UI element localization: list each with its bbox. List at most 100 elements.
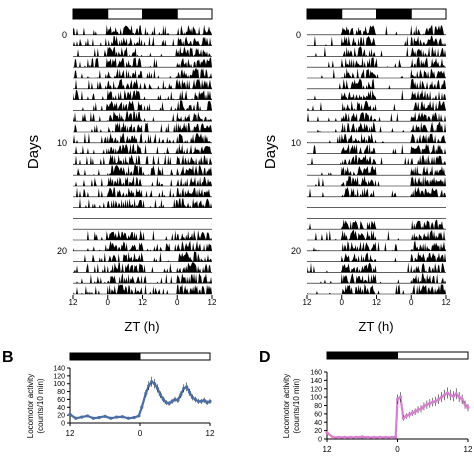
data-point (466, 405, 470, 410)
data-point (395, 397, 400, 401)
lightdark-segment (142, 8, 178, 20)
activity-trace (73, 273, 212, 284)
activity-trace (73, 175, 212, 186)
activity-trace (307, 240, 446, 251)
day-tick-label: 10 (291, 138, 301, 148)
lightdark-segment (306, 8, 343, 20)
data-point (398, 395, 403, 399)
y-tick-label: 40 (314, 420, 322, 427)
activity-trace (73, 111, 212, 122)
data-point (372, 435, 376, 439)
x-tick-label: 12 (69, 298, 78, 307)
activity-trace (307, 283, 446, 294)
activity-trace (307, 121, 446, 132)
lightdark-segment (107, 8, 143, 20)
x-tick-label: 12 (208, 298, 217, 307)
activity-trace (307, 24, 446, 35)
activity-trace (307, 89, 446, 100)
y-tick-label: 60 (57, 397, 65, 404)
activity-trace (73, 78, 212, 89)
lightdark-segment (410, 8, 447, 20)
activity-trace (307, 111, 446, 122)
x-tick-label: 0 (340, 298, 345, 307)
y-tick-label: 140 (310, 378, 322, 385)
data-point (325, 431, 329, 435)
x-tick-label: 12 (464, 445, 473, 454)
activity-trace (307, 154, 446, 165)
x-tick-label: 0 (175, 298, 180, 307)
activity-trace (73, 240, 212, 251)
activity-trace (73, 197, 212, 208)
activity-trace (73, 35, 212, 46)
data-point (416, 408, 420, 412)
data-point (394, 435, 398, 439)
activity-trace (73, 229, 212, 240)
panel-b-chart: B Locomotor activity(counts/10 min) 0204… (2, 349, 215, 438)
activity-trace (307, 175, 446, 186)
series-line (69, 380, 211, 420)
data-point (439, 395, 444, 399)
x-tick-label: 12 (303, 298, 312, 307)
y-tick-label: 160 (310, 370, 322, 377)
data-point (150, 380, 154, 384)
actogram-left-ylabel: Days (25, 135, 42, 169)
data-point (410, 411, 414, 415)
data-point (434, 399, 438, 403)
y-tick-label: 20 (57, 413, 65, 420)
activity-trace (307, 46, 446, 57)
y-tick-label: 100 (310, 395, 322, 402)
activity-trace (73, 165, 212, 176)
data-point (190, 395, 195, 400)
activity-trace (307, 100, 446, 111)
activity-trace (73, 89, 212, 100)
data-point (343, 435, 347, 439)
x-tick-label: 12 (138, 298, 147, 307)
activity-trace (73, 46, 212, 57)
activity-trace (73, 67, 212, 78)
data-point (448, 393, 452, 397)
data-point (337, 435, 341, 439)
activity-trace (73, 132, 212, 143)
data-point (428, 401, 432, 406)
activity-trace (73, 187, 212, 197)
data-point (425, 403, 429, 407)
lightdark-segment (376, 8, 412, 20)
y-tick-label: 40 (57, 405, 65, 412)
activity-trace (307, 67, 446, 78)
data-point (187, 390, 192, 394)
data-point (144, 391, 148, 396)
lightdark-segment (176, 8, 213, 20)
data-point (437, 397, 441, 401)
data-point (419, 407, 423, 411)
lightdark-segment (326, 351, 398, 360)
data-point (179, 393, 183, 397)
x-tick-label: 0 (409, 298, 414, 307)
data-point (97, 415, 101, 420)
data-point (404, 414, 408, 418)
data-point (126, 416, 130, 420)
actogram-left: Days ZT (h) 0 10 20 12 0 12 0 12 (25, 8, 217, 334)
data-point (164, 400, 168, 405)
data-point (199, 399, 203, 403)
data-point (366, 435, 370, 439)
data-point (442, 393, 447, 397)
activity-trace (307, 273, 446, 284)
data-point (170, 399, 174, 403)
day-tick-label: 10 (57, 138, 67, 148)
data-point (68, 412, 72, 416)
activity-trace (307, 186, 446, 197)
actogram-right: Days ZT (h) 0 10 20 12 0 12 0 12 (262, 8, 451, 334)
data-point (103, 414, 107, 418)
data-point (208, 399, 212, 403)
activity-trace (73, 154, 212, 165)
y-tick-label: 140 (53, 366, 65, 373)
data-point (147, 384, 151, 388)
activity-trace (73, 251, 212, 262)
data-point (431, 400, 435, 404)
data-point (182, 386, 186, 391)
lightdark-segment (397, 351, 469, 360)
data-point (152, 382, 157, 386)
y-tick-label: 120 (310, 386, 322, 393)
activity-trace (73, 121, 212, 132)
y-tick-label: 80 (314, 403, 322, 410)
